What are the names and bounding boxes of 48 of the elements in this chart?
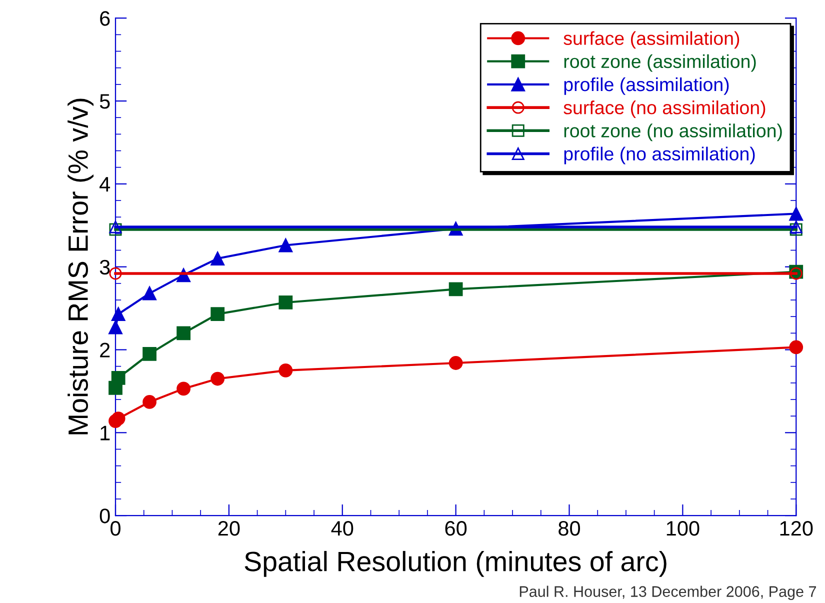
point <box>790 267 802 280</box>
legend-label: root zone (no assimilation) <box>564 124 782 142</box>
x-tick-label: 0 <box>110 520 120 536</box>
legend-label: profile (no assimilation) <box>564 146 755 164</box>
point <box>789 340 804 354</box>
y-tick-label: 5 <box>100 94 110 109</box>
point <box>109 223 122 236</box>
y-tick-label: 2 <box>100 342 110 358</box>
point <box>109 220 122 234</box>
x-tick-label: 40 <box>331 520 354 536</box>
point <box>142 395 156 409</box>
point <box>210 252 225 266</box>
point <box>210 372 225 386</box>
x-tick-label: 100 <box>666 520 700 536</box>
text: Paul R. Houser, 13 December 2006, Page 7 <box>520 586 816 600</box>
y-tick-label: 3 <box>100 260 110 275</box>
legend-label: root zone (assimilation) <box>564 54 756 72</box>
legend-label: surface (assimilation) <box>564 31 740 49</box>
x-tick-label: 60 <box>445 520 467 536</box>
point <box>176 382 191 396</box>
legend-label: profile (assimilation) <box>564 77 729 95</box>
y-axis-title: Moisture RMS Error (% v/v) <box>68 98 94 434</box>
x-tick-label: 120 <box>780 520 813 536</box>
point <box>278 364 293 378</box>
y-tick-label: 1 <box>100 426 110 440</box>
point <box>109 267 122 280</box>
point <box>142 286 156 300</box>
point <box>448 282 463 296</box>
point <box>278 296 293 310</box>
point <box>111 307 126 322</box>
y-tick-label: 0 <box>100 508 110 524</box>
point <box>108 320 122 334</box>
point <box>790 223 802 236</box>
x-axis-title: Spatial Resolution (minutes of arc) <box>244 550 666 577</box>
y-tick-label: 6 <box>100 11 110 26</box>
point <box>278 238 293 252</box>
point <box>448 356 463 370</box>
x-tick-label: 80 <box>558 520 580 536</box>
x-tick-label: 20 <box>218 520 240 536</box>
point <box>176 326 191 340</box>
point <box>790 220 802 234</box>
legend-label: surface (no assimilation) <box>564 100 766 118</box>
point <box>789 206 804 221</box>
point <box>111 412 126 426</box>
point <box>142 346 156 361</box>
point <box>111 370 126 385</box>
point <box>210 307 225 322</box>
y-tick-label: 4 <box>100 177 110 192</box>
